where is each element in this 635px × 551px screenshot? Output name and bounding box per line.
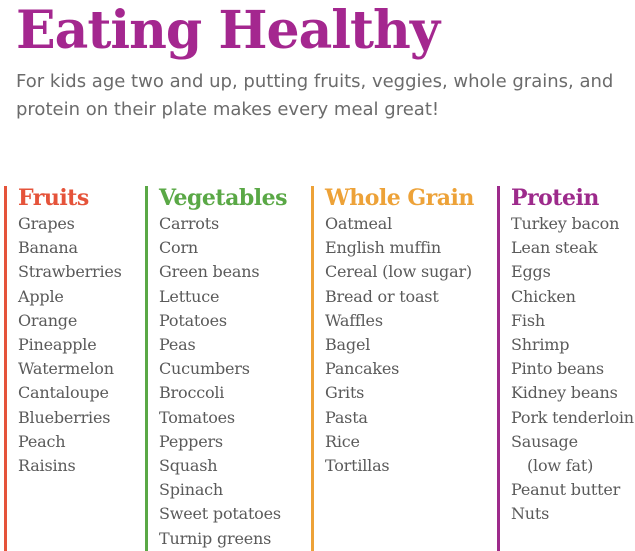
intro-text: For kids age two and up, putting fruits,… [16,71,614,120]
list-item: Pinto beans [511,359,604,379]
whole-grain-column: Whole Grain Oatmeal English muffin Cereal … [311,186,474,551]
fruits-heading: Fruits [18,185,89,211]
list-item: Pineapple [18,335,97,355]
list-item: (low fat) [527,456,594,476]
list-item: Peach [18,431,66,451]
list-item: Potatoes [159,310,227,330]
list-item: Lettuce [159,286,220,306]
list-item: Waffles [325,310,383,330]
list-item: Apple [18,286,64,306]
list-item: Peas [159,335,196,355]
list-item: Cantaloupe [18,383,109,403]
list-item: Pasta [325,407,368,427]
list-item: Broccoli [159,383,225,403]
list-item: Grapes [18,214,75,233]
list-item: Peppers [159,431,223,451]
list-item: Tortillas [325,456,390,476]
list-item: Blueberries [18,407,111,427]
list-item: Orange [18,310,78,330]
list-item: Bread or toast [325,286,439,306]
list-item: Squash [159,456,218,476]
vegetables-column: Vegetables Carrots Corn Green beans Lettuce… [145,186,287,551]
list-item: English muffin [325,238,442,258]
vegetables-heading: Vegetables [159,185,287,211]
list-item: Bagel [325,335,371,355]
list-item: Spinach [159,480,224,500]
list-item: Tomatoes [159,407,235,427]
list-item: Cucumbers [159,359,250,379]
list-item: Oatmeal [325,214,392,233]
protein-column: Protein Turkey bacon Lean steak Eggs Chicke… [497,186,634,551]
list-item: Rice [325,431,360,451]
list-item: Raisins [18,456,76,476]
list-item: Carrots [159,214,219,233]
protein-list: Turkey bacon Lean steak Eggs Chicken Fish Shr… [511,212,634,527]
protein-heading: Protein [511,185,599,211]
list-item: Corn [159,238,199,258]
list-item: Pancakes [325,359,400,379]
list-item: Sausage [511,431,578,451]
fruits-list: Grapes Banana Strawberries Apple Orange Pinea… [18,212,122,478]
whole-grain-list: Oatmeal English muffin Cereal (low sugar) B… [325,212,474,478]
list-item: Pork tenderloin [511,407,634,427]
list-item: Sweet potatoes [159,504,281,524]
list-item: Turkey bacon [511,214,620,233]
list-item: Grits [325,383,365,403]
fruits-column: Fruits Grapes Banana Strawberries Apple Oran… [4,186,122,551]
list-item: Banana [18,238,78,258]
list-item: Kidney beans [511,383,618,403]
list-item: Strawberries [18,262,122,282]
page-title: Eating Healthy [16,0,440,61]
list-item: Fish [511,310,545,330]
list-item: Peanut butter [511,480,621,500]
list-item: Chicken [511,286,576,306]
list-item: Nuts [511,504,550,524]
list-item: Eggs [511,262,551,282]
list-item: Lean steak [511,238,598,258]
list-item: Watermelon [18,359,114,379]
list-item: Cereal (low sugar) [325,262,472,282]
list-item: Green beans [159,262,260,282]
vegetables-list: Carrots Corn Green beans Lettuce Potatoes Pea… [159,212,287,551]
list-item: Turnip greens [159,528,272,548]
list-item: Shrimp [511,335,570,355]
whole-grain-heading: Whole Grain [325,185,474,211]
